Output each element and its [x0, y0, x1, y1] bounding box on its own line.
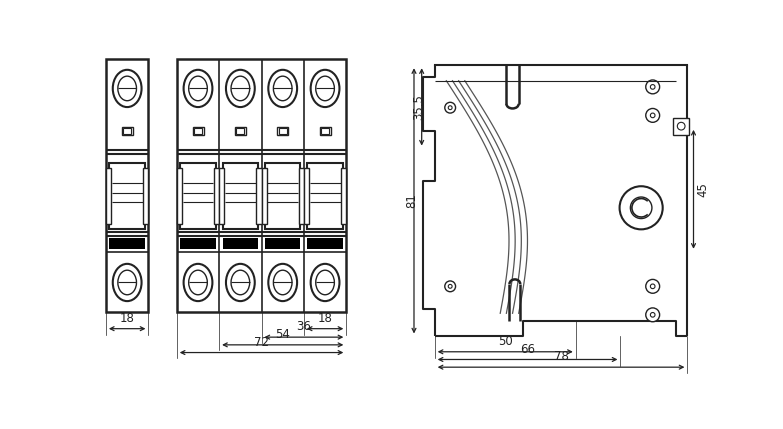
- Ellipse shape: [226, 70, 254, 107]
- Ellipse shape: [273, 76, 292, 101]
- Circle shape: [445, 102, 456, 113]
- Bar: [222, 238, 258, 248]
- Ellipse shape: [311, 264, 340, 301]
- Bar: [236, 128, 244, 134]
- Circle shape: [677, 122, 685, 130]
- Text: 72: 72: [254, 336, 269, 349]
- Bar: [219, 168, 224, 224]
- Bar: [214, 168, 219, 224]
- Text: 54: 54: [276, 328, 290, 341]
- Text: 81: 81: [405, 193, 418, 208]
- Bar: [123, 128, 131, 134]
- Bar: [106, 59, 148, 312]
- Ellipse shape: [113, 70, 142, 107]
- Bar: [194, 128, 202, 134]
- Ellipse shape: [118, 270, 136, 295]
- Ellipse shape: [269, 264, 297, 301]
- Bar: [110, 163, 145, 229]
- Bar: [257, 168, 262, 224]
- Text: 18: 18: [318, 312, 333, 325]
- Circle shape: [448, 106, 452, 110]
- Bar: [143, 168, 148, 224]
- Circle shape: [646, 80, 659, 94]
- Bar: [193, 127, 204, 136]
- Bar: [265, 163, 301, 229]
- Bar: [106, 168, 111, 224]
- Bar: [177, 59, 346, 312]
- Bar: [321, 128, 329, 134]
- Bar: [180, 163, 216, 229]
- Circle shape: [651, 113, 655, 118]
- Bar: [110, 238, 145, 248]
- Ellipse shape: [311, 70, 340, 107]
- Text: 50: 50: [498, 335, 513, 348]
- Bar: [121, 127, 132, 136]
- Ellipse shape: [316, 76, 334, 101]
- Ellipse shape: [316, 270, 334, 295]
- Bar: [304, 168, 309, 224]
- Ellipse shape: [183, 70, 212, 107]
- Ellipse shape: [113, 264, 142, 301]
- Circle shape: [651, 284, 655, 289]
- Circle shape: [619, 186, 662, 230]
- Bar: [180, 238, 216, 248]
- Bar: [341, 168, 346, 224]
- Bar: [307, 163, 343, 229]
- Bar: [299, 168, 304, 224]
- Ellipse shape: [189, 270, 207, 295]
- Text: 36: 36: [297, 320, 312, 333]
- Bar: [265, 238, 301, 248]
- Bar: [222, 163, 258, 229]
- Circle shape: [646, 109, 659, 122]
- Circle shape: [651, 312, 655, 317]
- Ellipse shape: [269, 70, 297, 107]
- Circle shape: [646, 279, 659, 293]
- Ellipse shape: [231, 270, 250, 295]
- Text: 78: 78: [554, 350, 568, 363]
- Circle shape: [630, 197, 652, 218]
- Text: 35.5: 35.5: [413, 94, 425, 120]
- Bar: [319, 127, 330, 136]
- Bar: [262, 168, 267, 224]
- Bar: [307, 238, 343, 248]
- Bar: [673, 118, 689, 135]
- Bar: [177, 168, 182, 224]
- Text: 18: 18: [120, 312, 135, 325]
- Ellipse shape: [118, 76, 136, 101]
- Text: 66: 66: [520, 343, 535, 356]
- Ellipse shape: [273, 270, 292, 295]
- Ellipse shape: [189, 76, 207, 101]
- Bar: [279, 128, 287, 134]
- Ellipse shape: [226, 264, 254, 301]
- Circle shape: [445, 281, 456, 292]
- Text: 45: 45: [697, 182, 709, 197]
- Bar: [235, 127, 246, 136]
- Circle shape: [448, 284, 452, 288]
- Circle shape: [651, 85, 655, 89]
- Circle shape: [646, 308, 659, 322]
- Ellipse shape: [183, 264, 212, 301]
- Ellipse shape: [231, 76, 250, 101]
- Bar: [277, 127, 288, 136]
